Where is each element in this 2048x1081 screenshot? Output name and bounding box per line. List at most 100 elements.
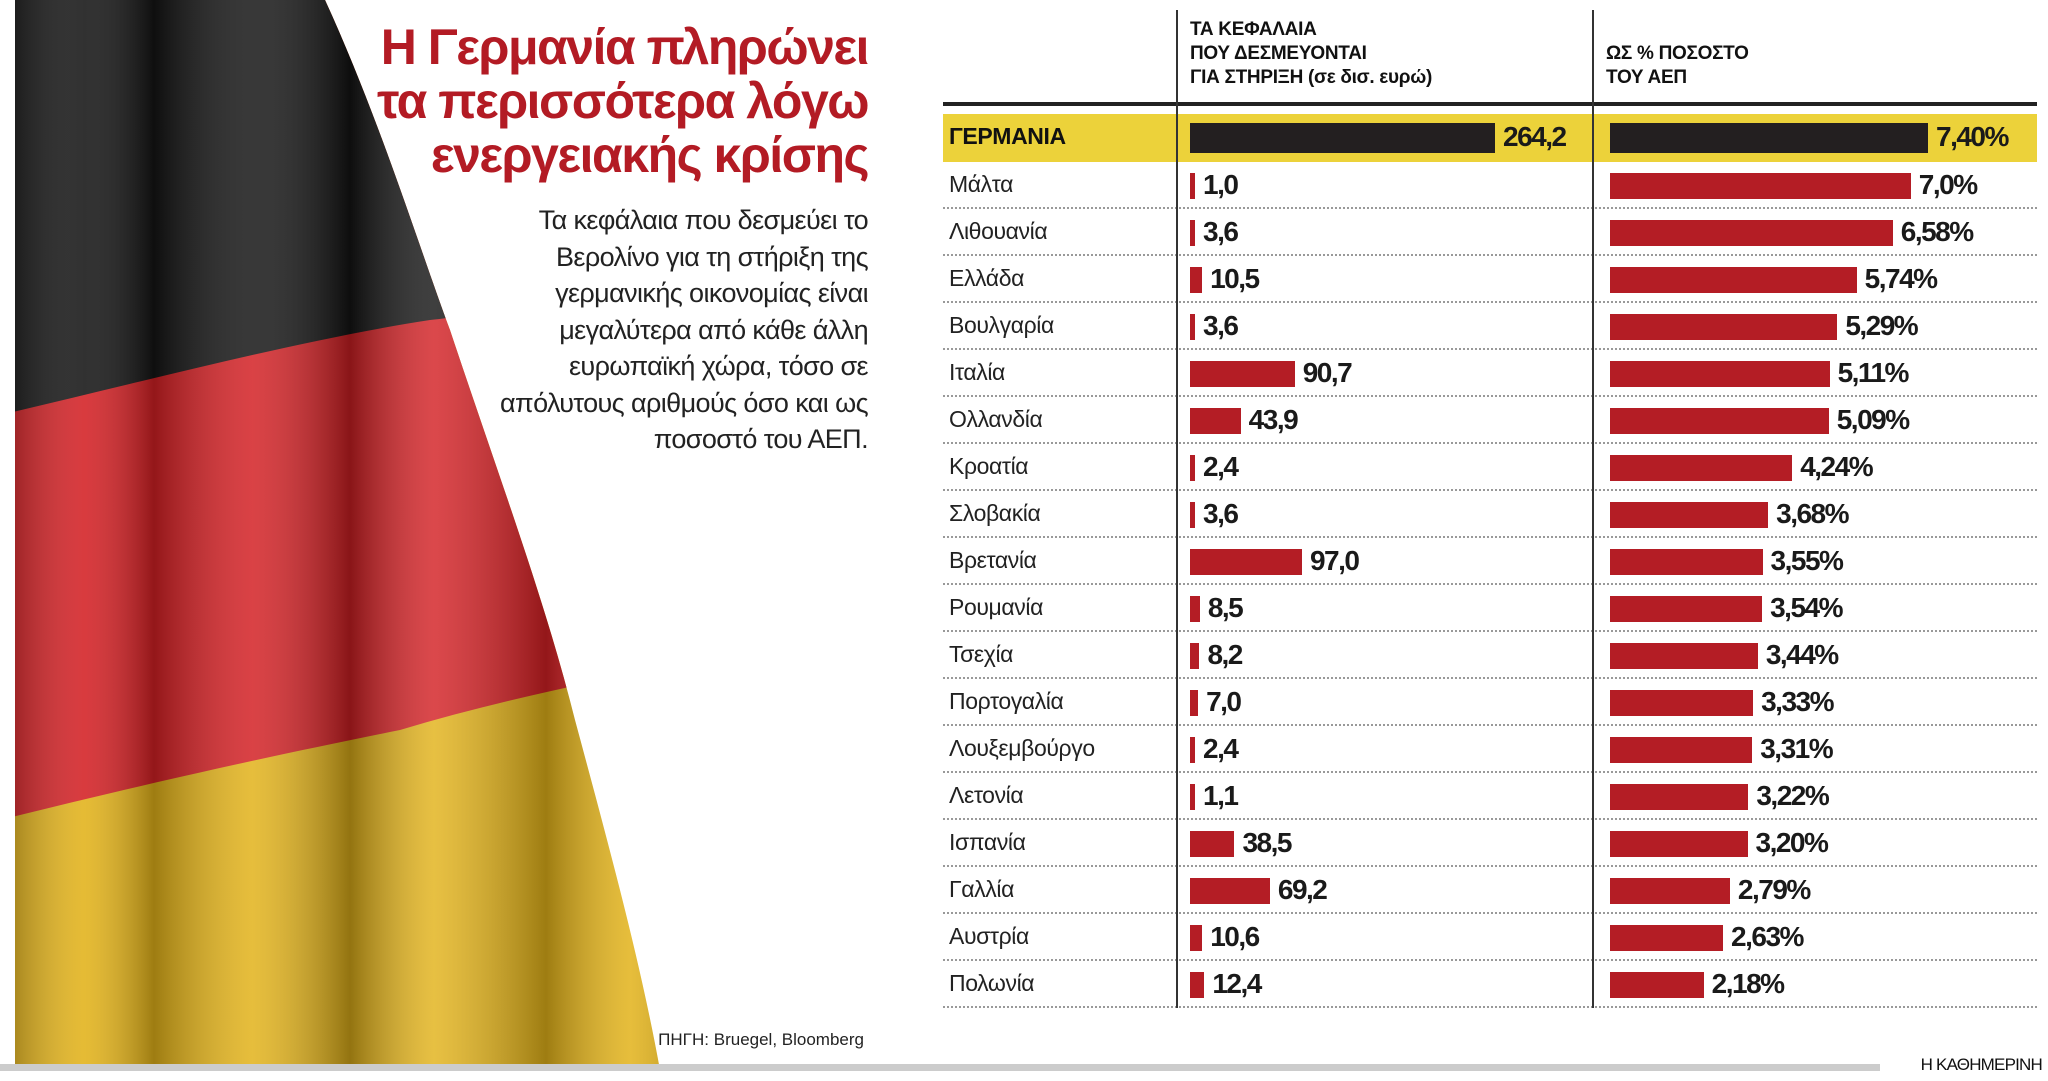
column-divider: [1592, 10, 1594, 1008]
funds-bar: [1190, 784, 1195, 810]
table-row: Ρουμανία 8,5 3,54%: [943, 585, 2037, 632]
funds-value: 8,5: [1207, 592, 1244, 623]
gdp-value: 6,58%: [1900, 216, 1974, 247]
table-row: Λετονία 1,1 3,22%: [943, 773, 2037, 820]
country-label: Ελλάδα: [949, 265, 1024, 291]
funds-value: 3,6: [1203, 310, 1239, 341]
funds-bar: [1190, 123, 1495, 153]
country-label: Βουλγαρία: [949, 312, 1054, 338]
table-row: Ισπανία 38,5 3,20%: [943, 820, 2037, 867]
table-row: Βρετανία 97,0 3,55%: [943, 538, 2037, 585]
country-label: Σλοβακία: [949, 500, 1041, 526]
funds-bar: [1190, 314, 1195, 340]
funds-value: 1,0: [1203, 169, 1239, 200]
gdp-value: 3,20%: [1755, 827, 1829, 858]
gdp-value: 2,63%: [1731, 921, 1804, 952]
subtitle: Τα κεφάλαια που δεσμεύει το Βερολίνο για…: [500, 205, 869, 454]
header-line: ΤΟΥ ΑΕΠ: [1606, 67, 1687, 88]
funds-value: 97,0: [1309, 545, 1360, 576]
funds-bar: [1190, 267, 1203, 293]
gdp-value: 7,40%: [1936, 121, 2009, 152]
country-label: Ισπανία: [949, 829, 1026, 855]
table-row: Γαλλία 69,2 2,79%: [943, 867, 2037, 914]
funds-bar: [1190, 596, 1200, 622]
header-line: ΠΟΥ ΔΕΣΜΕΥΟΝΤΑΙ: [1190, 43, 1367, 64]
gdp-value: 5,09%: [1836, 404, 1910, 435]
country-label: Μάλτα: [949, 171, 1014, 197]
header-divider: [943, 102, 2037, 106]
gdp-bar: [1610, 690, 1754, 716]
funds-value: 38,5: [1242, 827, 1292, 858]
funds-bar: [1190, 455, 1195, 481]
funds-bar: [1190, 220, 1195, 246]
funds-value: 7,0: [1206, 686, 1242, 717]
country-label: Λουξεμβούργο: [949, 735, 1095, 761]
source-note: ΠΗΓΗ: Bruegel, Bloomberg: [658, 1030, 864, 1049]
funds-bar: [1190, 878, 1270, 904]
gdp-bar: [1610, 596, 1763, 622]
gdp-bar: [1610, 267, 1857, 293]
footer-rule: [0, 1064, 1880, 1071]
country-label: Πολωνία: [949, 970, 1035, 996]
german-flag-image: [15, 0, 660, 1070]
column-header-gdp: ΩΣ % ΠΟΣΟΣΤΟ ΤΟΥ ΑΕΠ: [1606, 42, 1749, 90]
gdp-bar: [1610, 502, 1769, 528]
gdp-value: 2,79%: [1737, 874, 1811, 905]
table-row: Αυστρία 10,6 2,63%: [943, 914, 2037, 961]
gdp-bar: [1610, 361, 1830, 387]
country-label: Τσεχία: [949, 641, 1014, 667]
gdp-value: 3,33%: [1761, 686, 1834, 717]
gdp-value: 3,44%: [1765, 639, 1839, 670]
gdp-bar: [1610, 314, 1838, 340]
column-header-funds: ΤΑ ΚΕΦΑΛΑΙΑ ΠΟΥ ΔΕΣΜΕΥΟΝΤΑΙ ΓΙΑ ΣΤΗΡΙΞΗ …: [1190, 18, 1432, 90]
funds-bar: [1190, 831, 1235, 857]
table-row: Σλοβακία 3,6 3,68%: [943, 491, 2037, 538]
country-label: Πορτογαλία: [949, 688, 1064, 714]
table-row: Τσεχία 8,2 3,44%: [943, 632, 2037, 679]
funds-bar: [1190, 408, 1241, 434]
funds-value: 3,6: [1203, 498, 1239, 529]
table-row: Μάλτα 1,0 7,0%: [943, 162, 2037, 209]
table-row: Πορτογαλία 7,0 3,33%: [943, 679, 2037, 726]
funds-value: 10,5: [1210, 263, 1260, 294]
gdp-bar: [1610, 972, 1704, 998]
country-label: Λιθουανία: [949, 218, 1048, 244]
gdp-value: 5,74%: [1864, 263, 1938, 294]
funds-value: 2,4: [1203, 451, 1239, 482]
gdp-bar: [1610, 643, 1758, 669]
header-line: ΤΑ ΚΕΦΑΛΑΙΑ: [1190, 19, 1317, 40]
gdp-bar: [1610, 831, 1748, 857]
table-row: Λουξεμβούργο 2,4 3,31%: [943, 726, 2037, 773]
funds-value: 90,7: [1302, 357, 1353, 388]
table-row: Κροατία 2,4 4,24%: [943, 444, 2037, 491]
country-label: Κροατία: [949, 453, 1029, 479]
funds-bar: [1190, 549, 1302, 575]
gdp-value: 3,22%: [1756, 780, 1829, 811]
funds-value: 2,4: [1203, 733, 1239, 764]
gdp-value: 3,31%: [1760, 733, 1833, 764]
gdp-bar: [1610, 408, 1829, 434]
gdp-value: 4,24%: [1800, 451, 1873, 482]
funds-value: 1,1: [1203, 780, 1239, 811]
gdp-value: 7,0%: [1918, 169, 1978, 200]
funds-bar: [1190, 173, 1195, 199]
country-label: Βρετανία: [949, 547, 1037, 573]
funds-bar: [1190, 737, 1195, 763]
gdp-value: 2,18%: [1711, 968, 1785, 999]
funds-bar: [1190, 361, 1295, 387]
table-row: Λιθουανία 3,6 6,58%: [943, 209, 2037, 256]
country-label: Γαλλία: [949, 876, 1014, 902]
funds-value: 10,6: [1210, 921, 1260, 952]
country-label: Ρουμανία: [949, 594, 1043, 620]
gdp-bar: [1610, 737, 1753, 763]
funds-value: 69,2: [1277, 874, 1328, 905]
country-label: Λετονία: [949, 782, 1024, 808]
gdp-bar: [1610, 220, 1893, 246]
funds-bar: [1190, 690, 1199, 716]
gdp-value: 5,11%: [1837, 357, 1910, 388]
column-divider: [1176, 10, 1178, 1008]
funds-value: 43,9: [1248, 404, 1299, 435]
header-line: ΓΙΑ ΣΤΗΡΙΞΗ (σε δισ. ευρώ): [1190, 67, 1432, 88]
headline: Η Γερμανία πληρώνει τα περισσότερα λόγω …: [377, 19, 869, 183]
gdp-bar: [1610, 173, 1911, 199]
